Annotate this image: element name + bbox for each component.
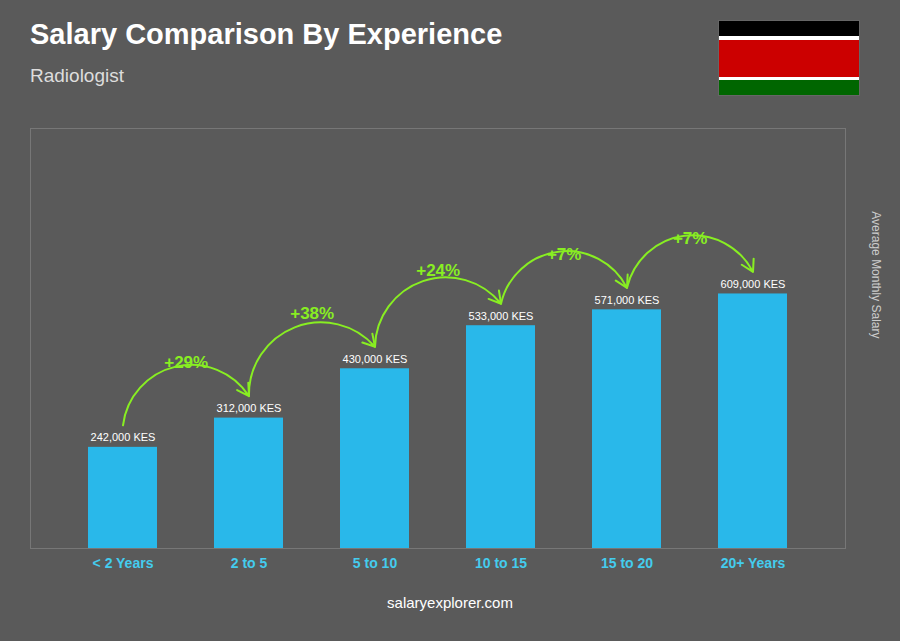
svg-text:Average Monthly Salary: Average Monthly Salary [869, 211, 883, 338]
svg-text:242,000 KES: 242,000 KES [91, 431, 156, 443]
svg-text:+7%: +7% [547, 245, 582, 264]
svg-text:312,000 KES: 312,000 KES [217, 402, 282, 414]
svg-text:5 to 10: 5 to 10 [353, 555, 398, 571]
html-text:Radiologist: Radiologist [30, 65, 124, 86]
svg-text:15 to 20: 15 to 20 [601, 555, 653, 571]
svg-text:10 to 15: 10 to 15 [475, 555, 527, 571]
svg-text:20+ Years: 20+ Years [721, 555, 786, 571]
svg-text:+29%: +29% [164, 353, 208, 372]
svg-text:+7%: +7% [673, 229, 708, 248]
svg-text:+38%: +38% [290, 304, 334, 323]
svg-text:571,000 KES: 571,000 KES [595, 294, 660, 306]
html-text:Salary Comparison By Experienc: Salary Comparison By Experience [30, 18, 503, 50]
svg-text:+24%: +24% [416, 261, 460, 280]
svg-text:533,000 KES: 533,000 KES [469, 310, 534, 322]
svg-text:2 to 5: 2 to 5 [231, 555, 268, 571]
svg-text:609,000 KES: 609,000 KES [721, 278, 786, 290]
svg-text:< 2 Years: < 2 Years [93, 555, 154, 571]
html-text:salaryexplorer.com: salaryexplorer.com [387, 594, 513, 611]
svg-text:430,000 KES: 430,000 KES [343, 353, 408, 365]
